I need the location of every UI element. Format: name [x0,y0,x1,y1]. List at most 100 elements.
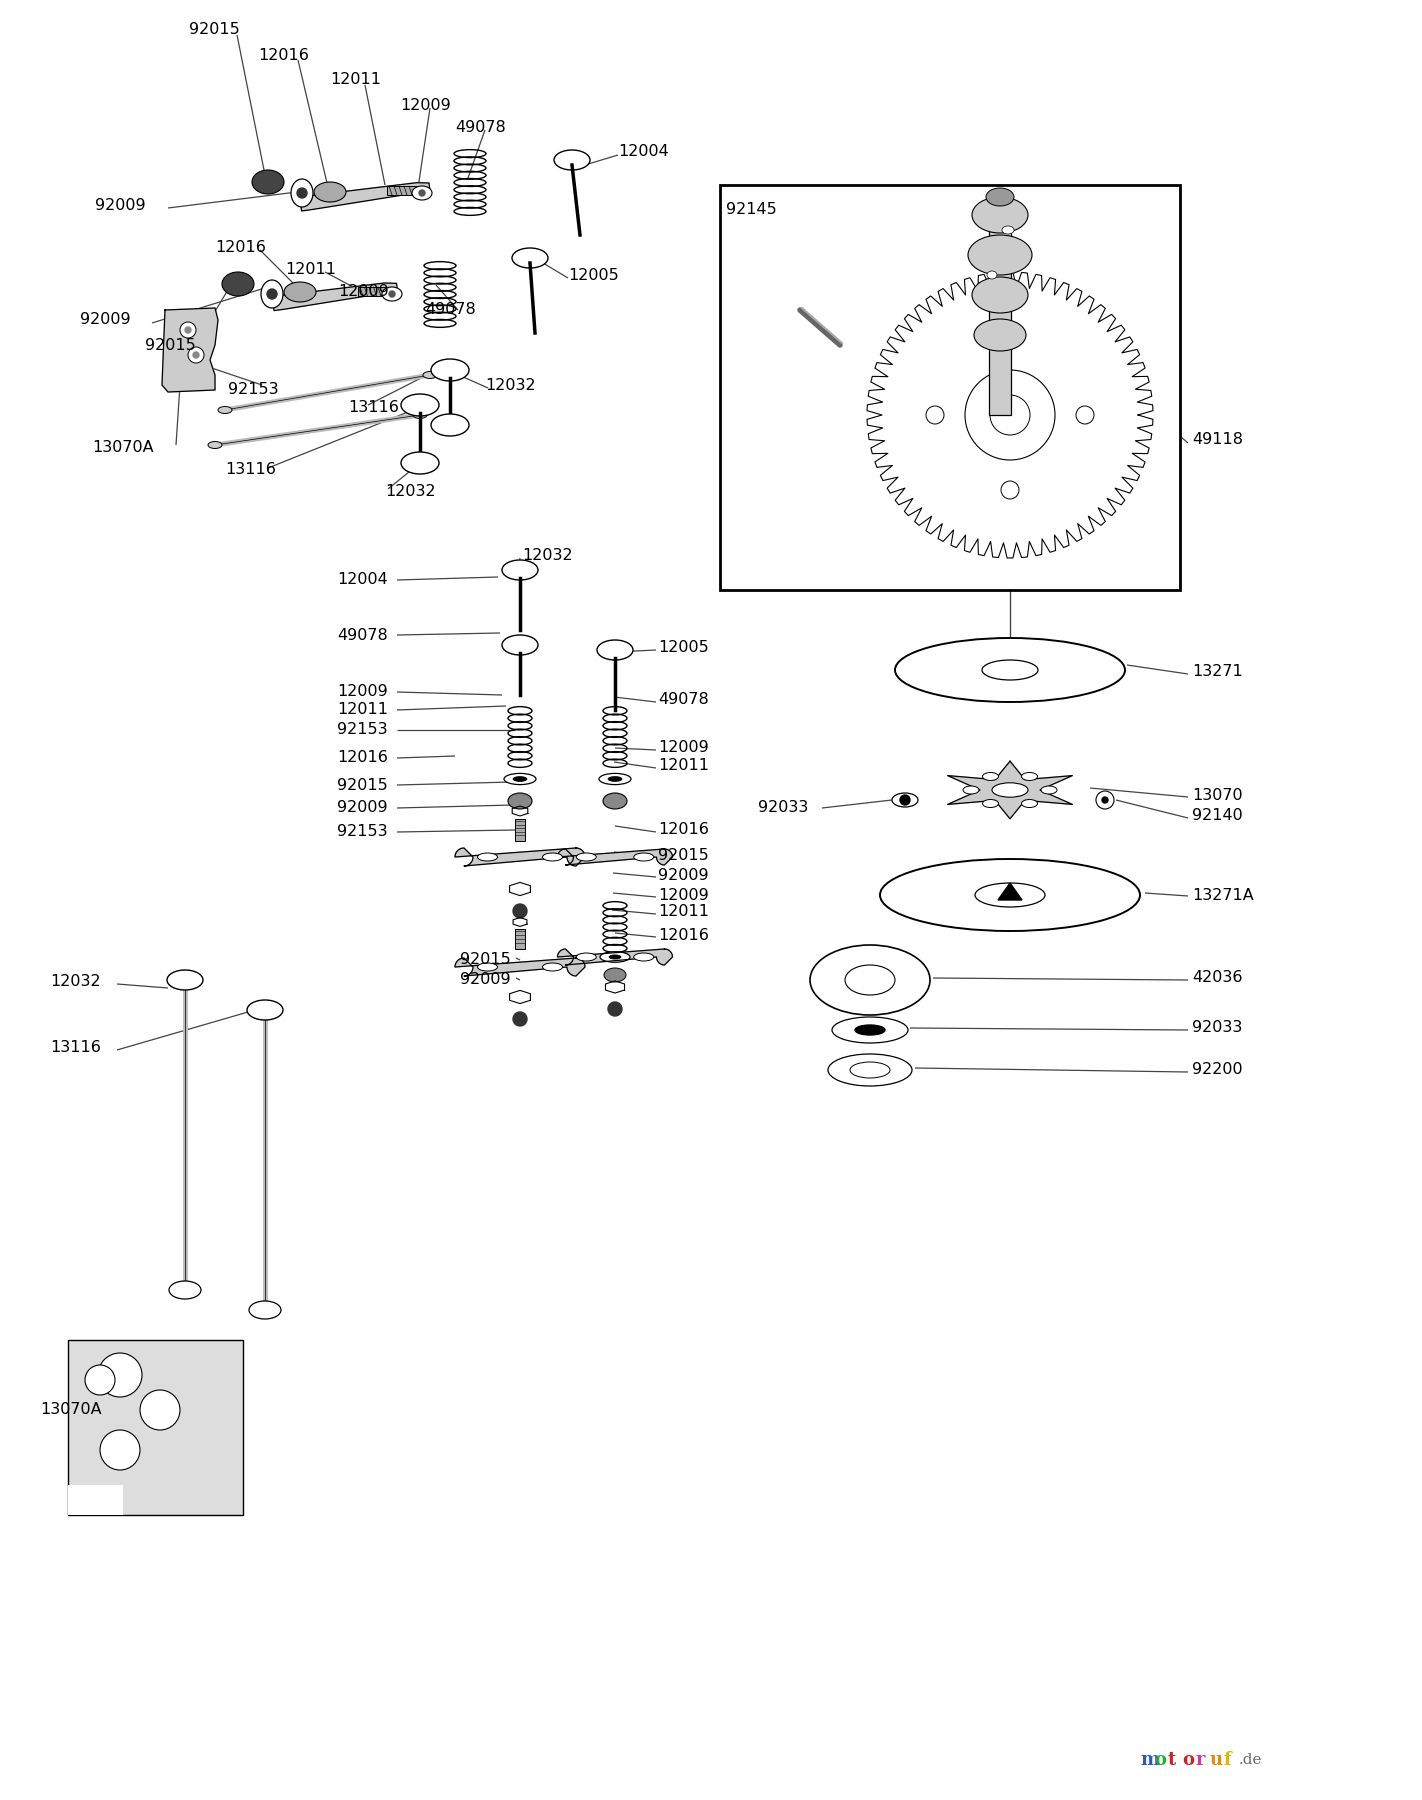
Polygon shape [867,272,1153,558]
Polygon shape [509,990,530,1004]
Ellipse shape [412,412,427,419]
Text: 13070: 13070 [1192,788,1243,803]
Circle shape [513,904,528,918]
Polygon shape [300,182,429,211]
Ellipse shape [401,452,439,473]
Circle shape [267,290,277,299]
Ellipse shape [609,776,621,781]
Circle shape [390,292,395,297]
Ellipse shape [222,272,255,295]
Text: 92153: 92153 [228,383,279,398]
Circle shape [883,288,1138,542]
Text: 12011: 12011 [284,263,336,277]
Circle shape [297,187,307,198]
Text: 12032: 12032 [385,484,435,499]
Text: r: r [1196,1751,1206,1769]
Text: 12032: 12032 [485,378,536,392]
Text: 13271A: 13271A [1192,887,1254,902]
Text: 13116: 13116 [225,463,276,477]
Circle shape [85,1364,115,1395]
Text: f: f [1224,1751,1231,1769]
Text: 92140: 92140 [1192,808,1243,823]
Ellipse shape [252,169,284,194]
Text: 49078: 49078 [658,693,708,707]
Text: 49078: 49078 [455,121,506,135]
Circle shape [900,796,910,805]
Bar [720,185,1180,590]
Text: 12009: 12009 [658,887,708,902]
Ellipse shape [985,187,1014,205]
Ellipse shape [502,560,538,580]
Text: 92015: 92015 [337,778,388,792]
Text: 12016: 12016 [658,927,710,943]
Ellipse shape [218,407,232,414]
Circle shape [966,371,1055,461]
Ellipse shape [555,149,590,169]
Text: 92009: 92009 [337,801,388,815]
Ellipse shape [603,794,627,808]
Circle shape [181,322,196,338]
Polygon shape [509,882,530,896]
Ellipse shape [983,799,998,808]
Text: o: o [1182,1751,1194,1769]
Text: 92015: 92015 [459,952,510,968]
Circle shape [185,328,191,333]
Text: t: t [1167,1751,1176,1769]
Bar [68,1339,243,1516]
Text: 12011: 12011 [658,904,710,920]
Text: 13070A: 13070A [40,1402,101,1418]
Ellipse shape [811,945,930,1015]
Ellipse shape [832,1017,909,1042]
Ellipse shape [576,853,596,860]
Polygon shape [606,981,624,994]
Bar [68,1485,122,1516]
Ellipse shape [292,178,313,207]
Ellipse shape [166,970,203,990]
Ellipse shape [543,853,563,860]
Text: o: o [1155,1751,1166,1769]
Ellipse shape [634,952,654,961]
Text: 13070A: 13070A [92,441,154,455]
Text: 12009: 12009 [400,97,451,112]
Text: 92009: 92009 [459,972,510,988]
Text: 13271: 13271 [1192,664,1243,679]
Circle shape [188,347,203,364]
Ellipse shape [502,635,538,655]
Circle shape [419,191,425,196]
Circle shape [98,1354,142,1397]
Ellipse shape [1003,227,1014,234]
Polygon shape [998,884,1022,900]
Text: 12004: 12004 [337,572,388,587]
Ellipse shape [892,794,919,806]
Ellipse shape [983,772,998,781]
Text: 49078: 49078 [337,628,388,643]
Ellipse shape [412,185,432,200]
Text: 12004: 12004 [619,144,668,160]
Text: 12032: 12032 [50,974,101,990]
Text: 92009: 92009 [658,868,708,882]
Text: 12032: 12032 [522,547,573,562]
Circle shape [100,1429,139,1471]
Ellipse shape [880,859,1140,931]
Ellipse shape [599,774,631,785]
Circle shape [513,1012,528,1026]
Text: 12016: 12016 [658,823,710,837]
Bar [515,819,525,841]
Text: 42036: 42036 [1192,970,1243,986]
Circle shape [1001,481,1020,499]
Text: 92015: 92015 [658,848,708,862]
Ellipse shape [169,1282,201,1300]
Ellipse shape [284,283,316,302]
Ellipse shape [845,965,894,995]
Ellipse shape [249,1301,282,1319]
Text: 92153: 92153 [337,722,388,738]
Circle shape [609,1003,621,1015]
Ellipse shape [512,248,547,268]
Text: 12011: 12011 [337,702,388,718]
Text: 92015: 92015 [145,338,196,353]
Ellipse shape [401,394,439,416]
Text: 12011: 12011 [330,72,381,88]
Ellipse shape [314,182,346,202]
Ellipse shape [503,774,536,785]
Bar [988,200,1011,416]
